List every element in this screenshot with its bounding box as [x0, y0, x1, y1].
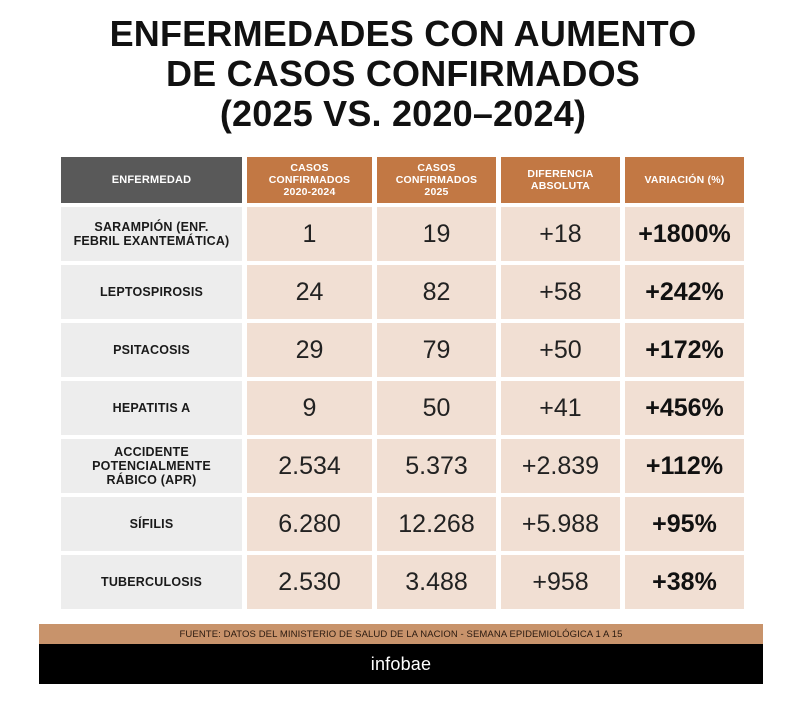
cell-cases-2020-2024: 2.534 — [247, 439, 372, 493]
disease-name: ACCIDENTE POTENCIALMENTE RÁBICO (APR) — [61, 439, 242, 493]
header-line: 2025 — [424, 186, 449, 198]
disease-name-line: LEPTOSPIROSIS — [99, 285, 204, 299]
cell-cases-2020-2024: 2.530 — [247, 555, 372, 609]
cell-variation: +112% — [625, 439, 744, 493]
cell-abs-diff: +18 — [501, 207, 620, 261]
disease-name-line: HEPATITIS A — [112, 401, 191, 415]
cell-variation: +456% — [625, 381, 744, 435]
header-line: CASOS — [417, 162, 456, 174]
brand-logo: infobae — [370, 653, 432, 674]
disease-name: SÍFILIS — [61, 497, 242, 551]
brand-bar: infobae — [39, 644, 763, 684]
disease-name-line: TUBERCULOSIS — [100, 575, 202, 589]
cell-cases-2020-2024: 29 — [247, 323, 372, 377]
cell-cases-2025: 12.268 — [377, 497, 496, 551]
cell-cases-2025: 82 — [377, 265, 496, 319]
cell-abs-diff: +2.839 — [501, 439, 620, 493]
title-line: DE CASOS CONFIRMADOS — [165, 53, 641, 94]
cell-abs-diff: +41 — [501, 381, 620, 435]
disease-name: LEPTOSPIROSIS — [61, 265, 242, 319]
disease-name-line: SÍFILIS — [129, 517, 174, 531]
cell-variation: +172% — [625, 323, 744, 377]
cell-cases-2020-2024: 24 — [247, 265, 372, 319]
header-variation: VARIACIÓN (%) — [625, 157, 744, 203]
disease-name-line: POTENCIALMENTE — [92, 459, 211, 473]
cell-cases-2020-2024: 9 — [247, 381, 372, 435]
cell-abs-diff: +50 — [501, 323, 620, 377]
header-line: CONFIRMADOS — [268, 174, 351, 186]
title-line: (2025 VS. 2020–2024) — [219, 93, 587, 134]
header-disease: ENFERMEDAD — [61, 157, 242, 203]
disease-name: HEPATITIS A — [61, 381, 242, 435]
header-cases-2020-2024: CASOS CONFIRMADOS 2020-2024 — [247, 157, 372, 203]
source-note: FUENTE: DATOS DEL MINISTERIO DE SALUD DE… — [39, 624, 763, 644]
disease-name-line: RÁBICO (APR) — [106, 473, 197, 487]
cell-cases-2025: 50 — [377, 381, 496, 435]
header-line: ABSOLUTA — [530, 180, 591, 192]
chart-title: ENFERMEDADES CON AUMENTO DE CASOS CONFIR… — [0, 14, 806, 134]
header-line: CONFIRMADOS — [395, 174, 478, 186]
cell-cases-2025: 79 — [377, 323, 496, 377]
cell-cases-2025: 5.373 — [377, 439, 496, 493]
disease-name-line: PSITACOSIS — [113, 343, 190, 357]
header-line: CASOS — [290, 162, 329, 174]
data-table: ENFERMEDAD CASOS CONFIRMADOS 2020-2024 C… — [61, 157, 744, 609]
cell-cases-2025: 19 — [377, 207, 496, 261]
cell-variation: +38% — [625, 555, 744, 609]
disease-name: SARAMPIÓN (ENF. FEBRIL EXANTEMÁTICA) — [61, 207, 242, 261]
header-line: DIFERENCIA — [527, 168, 594, 180]
cell-variation: +1800% — [625, 207, 744, 261]
cell-cases-2020-2024: 1 — [247, 207, 372, 261]
header-cases-2025: CASOS CONFIRMADOS 2025 — [377, 157, 496, 203]
disease-name-line: FEBRIL EXANTEMÁTICA) — [73, 234, 230, 248]
cell-variation: +95% — [625, 497, 744, 551]
disease-name: TUBERCULOSIS — [61, 555, 242, 609]
cell-cases-2025: 3.488 — [377, 555, 496, 609]
title-line: ENFERMEDADES CON AUMENTO — [109, 13, 697, 54]
cell-abs-diff: +5.988 — [501, 497, 620, 551]
cell-abs-diff: +58 — [501, 265, 620, 319]
cell-variation: +242% — [625, 265, 744, 319]
header-abs-diff: DIFERENCIA ABSOLUTA — [501, 157, 620, 203]
cell-abs-diff: +958 — [501, 555, 620, 609]
disease-name-line: ACCIDENTE — [114, 445, 189, 459]
cell-cases-2020-2024: 6.280 — [247, 497, 372, 551]
disease-name-line: SARAMPIÓN (ENF. — [94, 220, 209, 234]
header-line: 2020-2024 — [283, 186, 336, 198]
disease-name: PSITACOSIS — [61, 323, 242, 377]
